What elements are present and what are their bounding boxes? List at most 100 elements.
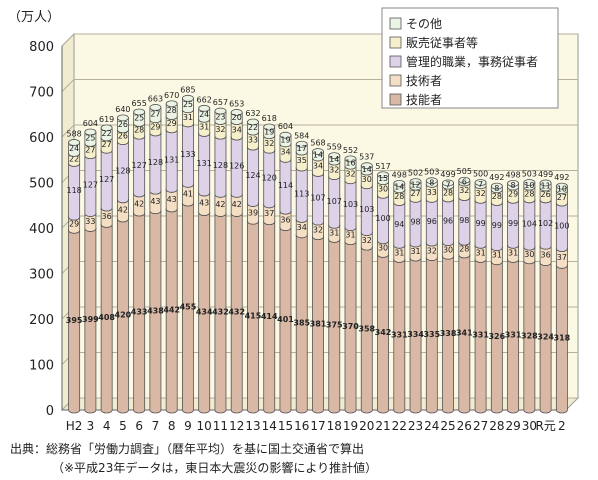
bar-value-label: 395 [66,316,83,325]
bar-value-label: 8 [429,179,434,188]
bar-value-label: 11 [541,181,551,190]
bar-value-label: 20 [232,113,242,122]
bar-segment [360,171,373,190]
bar-value-label: 35 [297,156,307,165]
bar-value-label: 31 [394,248,404,257]
bar-segment [165,129,178,193]
bar-value-label: 28 [443,189,453,198]
bar-segment [555,248,568,269]
bar-value-label: 34 [313,162,323,171]
bar-value-label: 99 [492,221,502,230]
bar-value-label: 28 [394,192,404,201]
bar-segment [100,207,113,228]
bar-segment [263,204,276,225]
total-label: 632 [245,109,260,118]
bar-value-label: 27 [85,146,95,155]
x-tick-label: H2 [66,419,83,433]
bar-value-label: 25 [134,114,144,123]
bar-segment [507,258,520,414]
bar-value-label: 15 [378,174,388,183]
bar-value-label: 127 [83,181,98,190]
segment-cap [149,104,162,111]
bar-value-label: 25 [183,100,193,109]
bar-segment [328,224,341,243]
bar-segment [409,243,422,262]
bar-segment [247,131,259,151]
bar-value-label: 14 [329,155,339,164]
bar-value-label: 341 [456,328,473,337]
bar-segment [328,176,341,229]
bar-value-label: 34 [232,125,242,134]
bar-segment [523,260,536,414]
segment-cap [507,180,520,187]
bar-value-label: 415 [245,312,262,321]
bar-segment [133,193,146,217]
bar-segment [100,127,113,142]
bar-value-label: 19 [264,127,274,136]
bar-value-label: 31 [475,248,485,257]
segment-cap [490,182,503,190]
x-tick-label: 30 [522,419,537,433]
total-label: 502 [408,169,423,178]
bar-value-label: 31 [410,247,420,256]
x-tick-label: 18 [327,419,342,433]
bar-value-label: 127 [99,175,114,184]
segment-cap [555,182,568,190]
bar-value-label: 29 [150,122,160,131]
segment-cap [409,178,422,185]
total-label: 640 [115,105,130,114]
bar-value-label: 28 [524,189,534,198]
bar-value-label: 94 [394,220,404,229]
bar-segment [344,180,357,231]
bar-value-label: 30 [362,175,372,184]
bar-value-label: 37 [264,209,274,218]
bar-value-label: 43 [150,197,160,206]
total-label: 499 [440,170,455,179]
bar-value-label: 33 [85,217,95,226]
bar-segment [409,257,422,414]
segment-cap [539,179,552,187]
bar-value-label: 30 [378,244,388,253]
bar-segment [312,157,324,177]
bar-segment [507,199,520,249]
bar-value-label: 17 [297,144,307,153]
bar-value-label: 107 [327,197,342,206]
bar-value-label: 28 [492,192,502,201]
total-label: 604 [278,122,293,131]
bar-segment [474,244,487,263]
x-tick-label: 20 [359,419,374,433]
bar-segment [393,189,406,206]
bar-value-label: 98 [410,218,420,227]
bar-value-label: 32 [362,236,372,245]
bar-segment [360,232,373,251]
bar-value-label: 100 [554,222,569,231]
bar-segment [263,149,276,209]
total-label: 670 [164,91,179,100]
bar-segment [116,129,129,145]
bar-value-label: 128 [148,158,163,167]
total-label: 604 [83,119,98,128]
bar-value-label: 22 [102,129,112,138]
segment-cap [442,179,454,187]
legend-swatch [389,74,402,87]
bar-segment [474,258,487,414]
bar-value-label: 433 [131,307,148,316]
bar-value-label: 31 [329,228,339,237]
bar-segment [393,258,406,414]
bar-segment [214,193,227,217]
bar-segment [393,244,406,263]
x-tick-label: 24 [424,419,439,433]
bar-segment [149,132,162,195]
bar-value-label: 28 [459,244,469,253]
bar-value-label: 22 [69,154,79,163]
bar-value-label: 12 [410,180,420,189]
bar-value-label: 375 [326,321,343,330]
bar-value-label: 32 [427,246,437,255]
bar-segment [263,135,276,154]
bar-value-label: 39 [248,208,258,217]
bar-value-label: 26 [541,190,551,199]
bar-segment [312,236,324,414]
bar-value-label: 8 [511,181,516,190]
x-tick-label: 29 [505,419,520,433]
bar-segment [458,197,471,246]
